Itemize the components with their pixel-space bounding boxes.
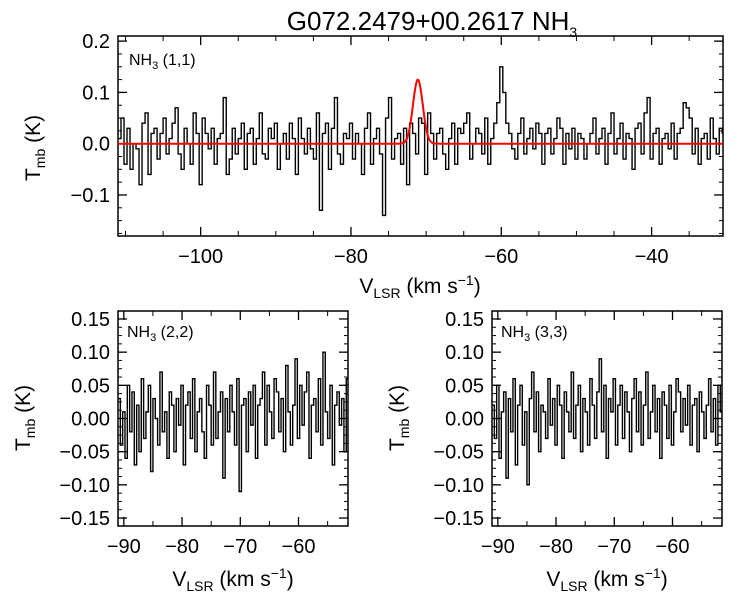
x-label-main: V <box>359 275 373 298</box>
ticks-nh3-22: −90 −80 −70 −60 −0.15 −0.10 −0.05 0.00 0.05 0.10 0… <box>59 309 348 558</box>
figure-title: G072.2479+00.2617 NH3 <box>287 6 578 40</box>
gaussian-fit-line <box>118 78 723 145</box>
y-tick-label: −0.05 <box>433 442 484 464</box>
y-tick-label: 0.00 <box>71 409 110 431</box>
x-label-exp: −1 <box>645 565 661 581</box>
y-tick-label: −0.1 <box>71 185 110 207</box>
panel-label-nh3-33: NH3 (3,3) <box>501 324 568 344</box>
y-tick-label: 0.10 <box>71 342 110 364</box>
y-label-main: T <box>386 438 409 451</box>
panel-label-sub: 3 <box>524 332 530 344</box>
y-label-unit: (K) <box>386 385 409 419</box>
y-label-main: T <box>22 168 45 181</box>
ticks-nh3-11: −100 −80 −60 −40 −0.1 0.0 0.1 0.2 <box>71 31 723 268</box>
panel-label-species: NH <box>129 52 152 69</box>
y-tick-label: −0.10 <box>59 475 110 497</box>
y-tick-label: 0.10 <box>445 342 484 364</box>
y-tick-label: −0.10 <box>433 475 484 497</box>
x-label-exp: −1 <box>271 565 287 581</box>
y-tick-label: −0.15 <box>433 508 484 530</box>
x-tick-label: −70 <box>223 536 257 558</box>
x-tick-label: −60 <box>656 536 690 558</box>
x-label-main: V <box>546 568 560 591</box>
y-tick-label: 0.00 <box>445 409 484 431</box>
x-label-exp: −1 <box>458 272 474 288</box>
y-tick-label: 0.15 <box>445 309 484 331</box>
ticks-nh3-33: −90 −80 −70 −60 −0.15 −0.10 −0.05 0.00 0.05 0.10 0… <box>433 309 722 558</box>
panel-label-nh3-11: NH3 (1,1) <box>129 52 196 72</box>
x-tick-label: −100 <box>178 246 223 268</box>
x-tick-label: −80 <box>165 536 199 558</box>
x-tick-label: −40 <box>635 246 669 268</box>
spectrum-line <box>118 351 348 493</box>
y-label-unit: (K) <box>22 115 45 149</box>
y-label-sub: mb <box>22 419 38 439</box>
y-tick-label: 0.1 <box>82 82 110 104</box>
x-label-sub: LSR <box>560 578 587 594</box>
data-nh3-33 <box>492 358 722 486</box>
y-tick-label: 0.05 <box>445 375 484 397</box>
y-tick-label: 0.2 <box>82 31 110 53</box>
data-nh3-22 <box>118 351 348 493</box>
panel-label-sub: 3 <box>150 332 156 344</box>
x-label-close: ) <box>474 275 481 298</box>
x-tick-label: −90 <box>481 536 515 558</box>
y-tick-label: −0.05 <box>59 442 110 464</box>
y-label-sub: mb <box>396 419 412 439</box>
x-tick-label: −90 <box>107 536 141 558</box>
x-tick-label: −80 <box>334 246 368 268</box>
x-label-sub: LSR <box>373 285 400 301</box>
y-tick-label: −0.15 <box>59 508 110 530</box>
x-label-main: V <box>172 568 186 591</box>
figure-title-sub: 3 <box>569 24 577 40</box>
figure-title-main: G072.2479+00.2617 NH <box>287 6 570 36</box>
panel-label-species: NH <box>501 324 524 341</box>
x-label-unit: (km s <box>401 275 458 298</box>
x-label-unit: (km s <box>588 568 645 591</box>
x-axis-label-nh3-11: VLSR (km s−1) <box>359 272 480 301</box>
panel-nh3-33: −90 −80 −70 −60 −0.15 −0.10 −0.05 0.00 0.05 0.10 0… <box>386 309 723 594</box>
data-nh3-11 <box>118 66 723 217</box>
x-label-close: ) <box>287 568 294 591</box>
spectrum-line <box>118 66 723 217</box>
panel-label-species: NH <box>127 324 150 341</box>
x-axis-label-nh3-22: VLSR (km s−1) <box>172 565 293 594</box>
y-axis-label-nh3-22: Tmb (K) <box>12 385 38 451</box>
x-label-unit: (km s <box>214 568 271 591</box>
y-tick-label: 0.0 <box>82 134 110 156</box>
y-label-main: T <box>12 438 35 451</box>
y-axis-label-nh3-33: Tmb (K) <box>386 385 412 451</box>
y-tick-label: 0.15 <box>71 309 110 331</box>
y-label-unit: (K) <box>12 385 35 419</box>
panel-label-nh3-22: NH3 (2,2) <box>127 324 194 344</box>
panel-label-transition: (1,1) <box>158 52 195 69</box>
panel-nh3-22: −90 −80 −70 −60 −0.15 −0.10 −0.05 0.00 0.05 0.10 0… <box>12 309 349 594</box>
spectrum-line <box>492 358 722 486</box>
panel-label-transition: (3,3) <box>530 324 567 341</box>
y-axis-label-nh3-11: Tmb (K) <box>22 115 48 181</box>
plot-frame-nh3-11 <box>117 35 724 237</box>
panel-label-transition: (2,2) <box>156 324 193 341</box>
x-tick-label: −70 <box>597 536 631 558</box>
x-tick-label: −60 <box>282 536 316 558</box>
x-tick-label: −60 <box>484 246 518 268</box>
panel-nh3-11: −100 −80 −60 −40 −0.1 0.0 0.1 0.2 NH3 (1,1) VLS… <box>22 31 724 301</box>
panel-label-sub: 3 <box>152 60 158 72</box>
x-label-close: ) <box>661 568 668 591</box>
y-label-sub: mb <box>32 149 48 169</box>
y-tick-label: 0.05 <box>71 375 110 397</box>
x-axis-label-nh3-33: VLSR (km s−1) <box>546 565 667 594</box>
x-label-sub: LSR <box>186 578 213 594</box>
x-tick-label: −80 <box>539 536 573 558</box>
